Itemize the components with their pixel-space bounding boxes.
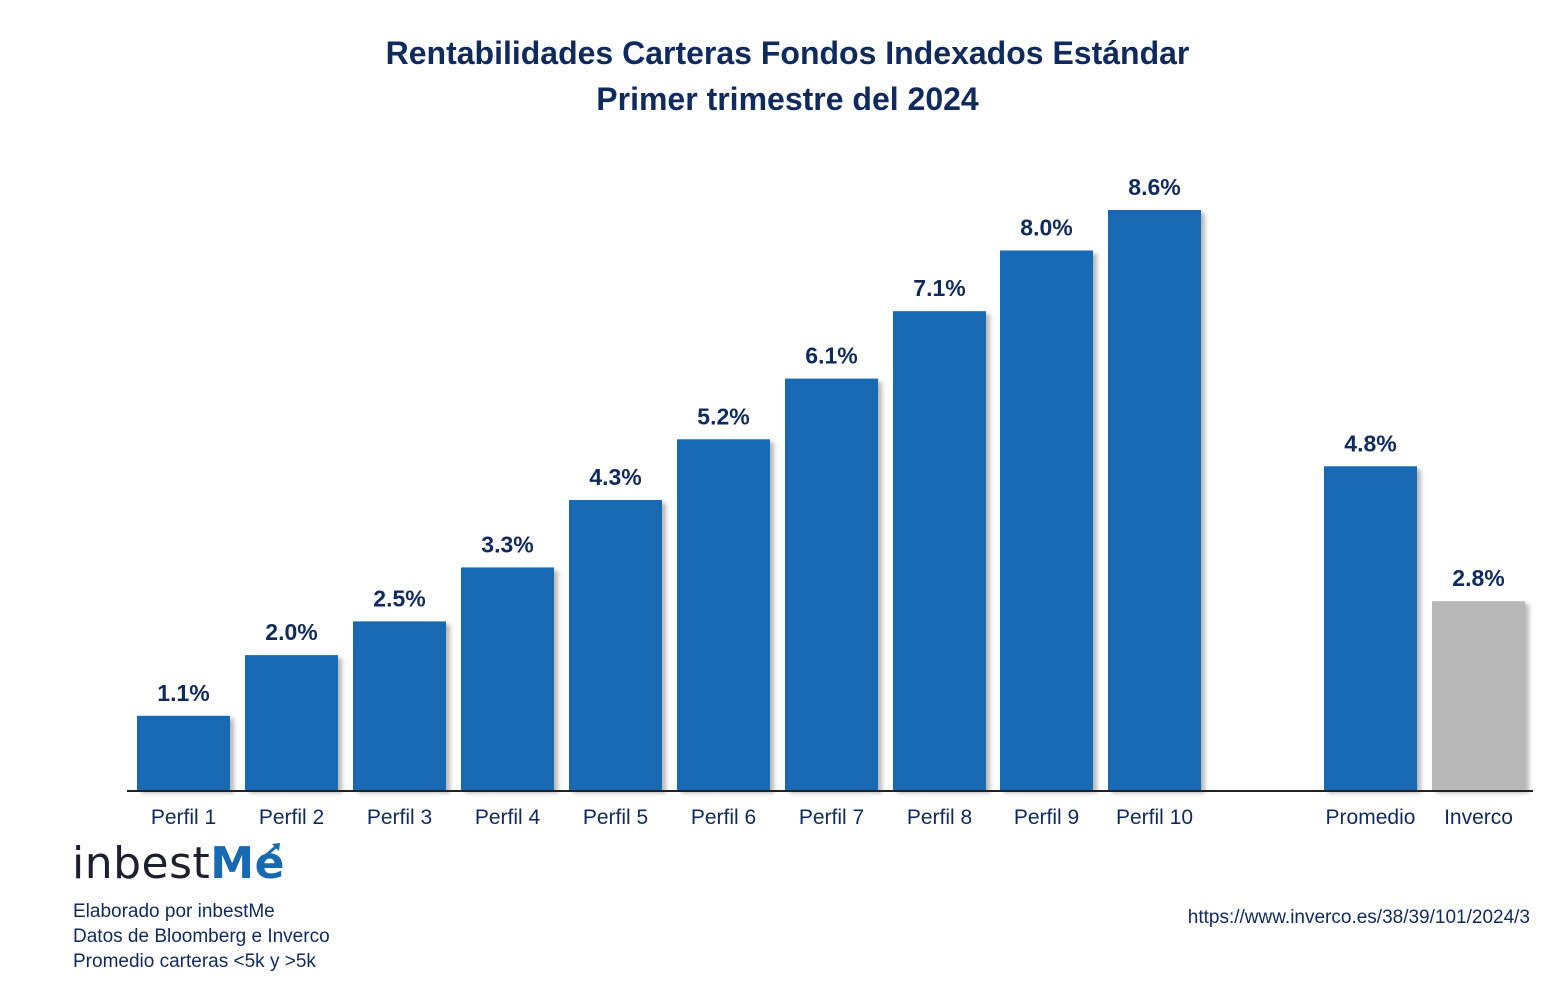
bar-perfil-10 xyxy=(1108,210,1201,790)
value-label: 8.6% xyxy=(1128,174,1180,200)
value-label: 2.8% xyxy=(1452,565,1504,591)
value-label: 4.3% xyxy=(589,464,641,490)
source-url: https://www.inverco.es/38/39/101/2024/3 xyxy=(1187,907,1530,928)
value-label: 6.1% xyxy=(805,343,857,369)
category-label: Perfil 9 xyxy=(1014,806,1079,829)
value-label: 3.3% xyxy=(481,531,533,557)
category-label: Perfil 1 xyxy=(151,806,216,829)
chart-notes: Elaborado por inbestMe Datos de Bloomber… xyxy=(73,899,330,974)
category-label: Perfil 10 xyxy=(1116,806,1193,829)
category-label: Perfil 3 xyxy=(367,806,432,829)
chart-title: Rentabilidades Carteras Fondos Indexados… xyxy=(385,35,1190,71)
chart-subtitle: Primer trimestre del 2024 xyxy=(596,81,979,117)
logo-text-main: inbest xyxy=(72,838,211,889)
bar-perfil-2 xyxy=(245,655,338,790)
logo-text-accent: Me xyxy=(210,838,285,889)
bar-perfil-4 xyxy=(461,567,554,790)
inbestme-logo: inbestMe xyxy=(72,838,285,889)
value-label: 8.0% xyxy=(1020,214,1072,240)
value-label: 7.1% xyxy=(913,275,965,301)
bar-perfil-6 xyxy=(677,439,770,790)
category-label: Perfil 7 xyxy=(799,806,864,829)
note-line-2: Datos de Bloomberg e Inverco xyxy=(73,926,330,947)
category-label: Promedio xyxy=(1326,806,1416,829)
chart-title-block: Rentabilidades Carteras Fondos Indexados… xyxy=(0,30,1566,122)
bar-perfil-5 xyxy=(569,500,662,790)
category-label: Perfil 5 xyxy=(583,806,648,829)
note-line-3: Promedio carteras <5k y >5k xyxy=(73,951,316,972)
bar-promedio xyxy=(1324,466,1417,790)
category-label: Perfil 4 xyxy=(475,806,541,829)
category-label: Perfil 2 xyxy=(259,806,324,829)
bar-perfil-9 xyxy=(1000,250,1093,791)
value-label: 2.0% xyxy=(265,619,317,645)
value-label: 2.5% xyxy=(373,585,425,611)
category-label: Inverco xyxy=(1444,806,1513,829)
note-line-1: Elaborado por inbestMe xyxy=(73,901,275,922)
bar-perfil-1 xyxy=(137,715,230,790)
value-label: 5.2% xyxy=(697,403,749,429)
bar-inverco xyxy=(1432,601,1525,790)
category-label: Perfil 8 xyxy=(907,806,972,829)
logo-arrow-icon xyxy=(262,843,280,859)
value-label: 4.8% xyxy=(1344,430,1396,456)
bar-perfil-7 xyxy=(785,378,878,790)
value-label: 1.1% xyxy=(157,680,209,706)
bar-perfil-8 xyxy=(893,311,986,790)
category-label: Perfil 6 xyxy=(691,806,756,829)
bar-perfil-3 xyxy=(353,621,446,790)
